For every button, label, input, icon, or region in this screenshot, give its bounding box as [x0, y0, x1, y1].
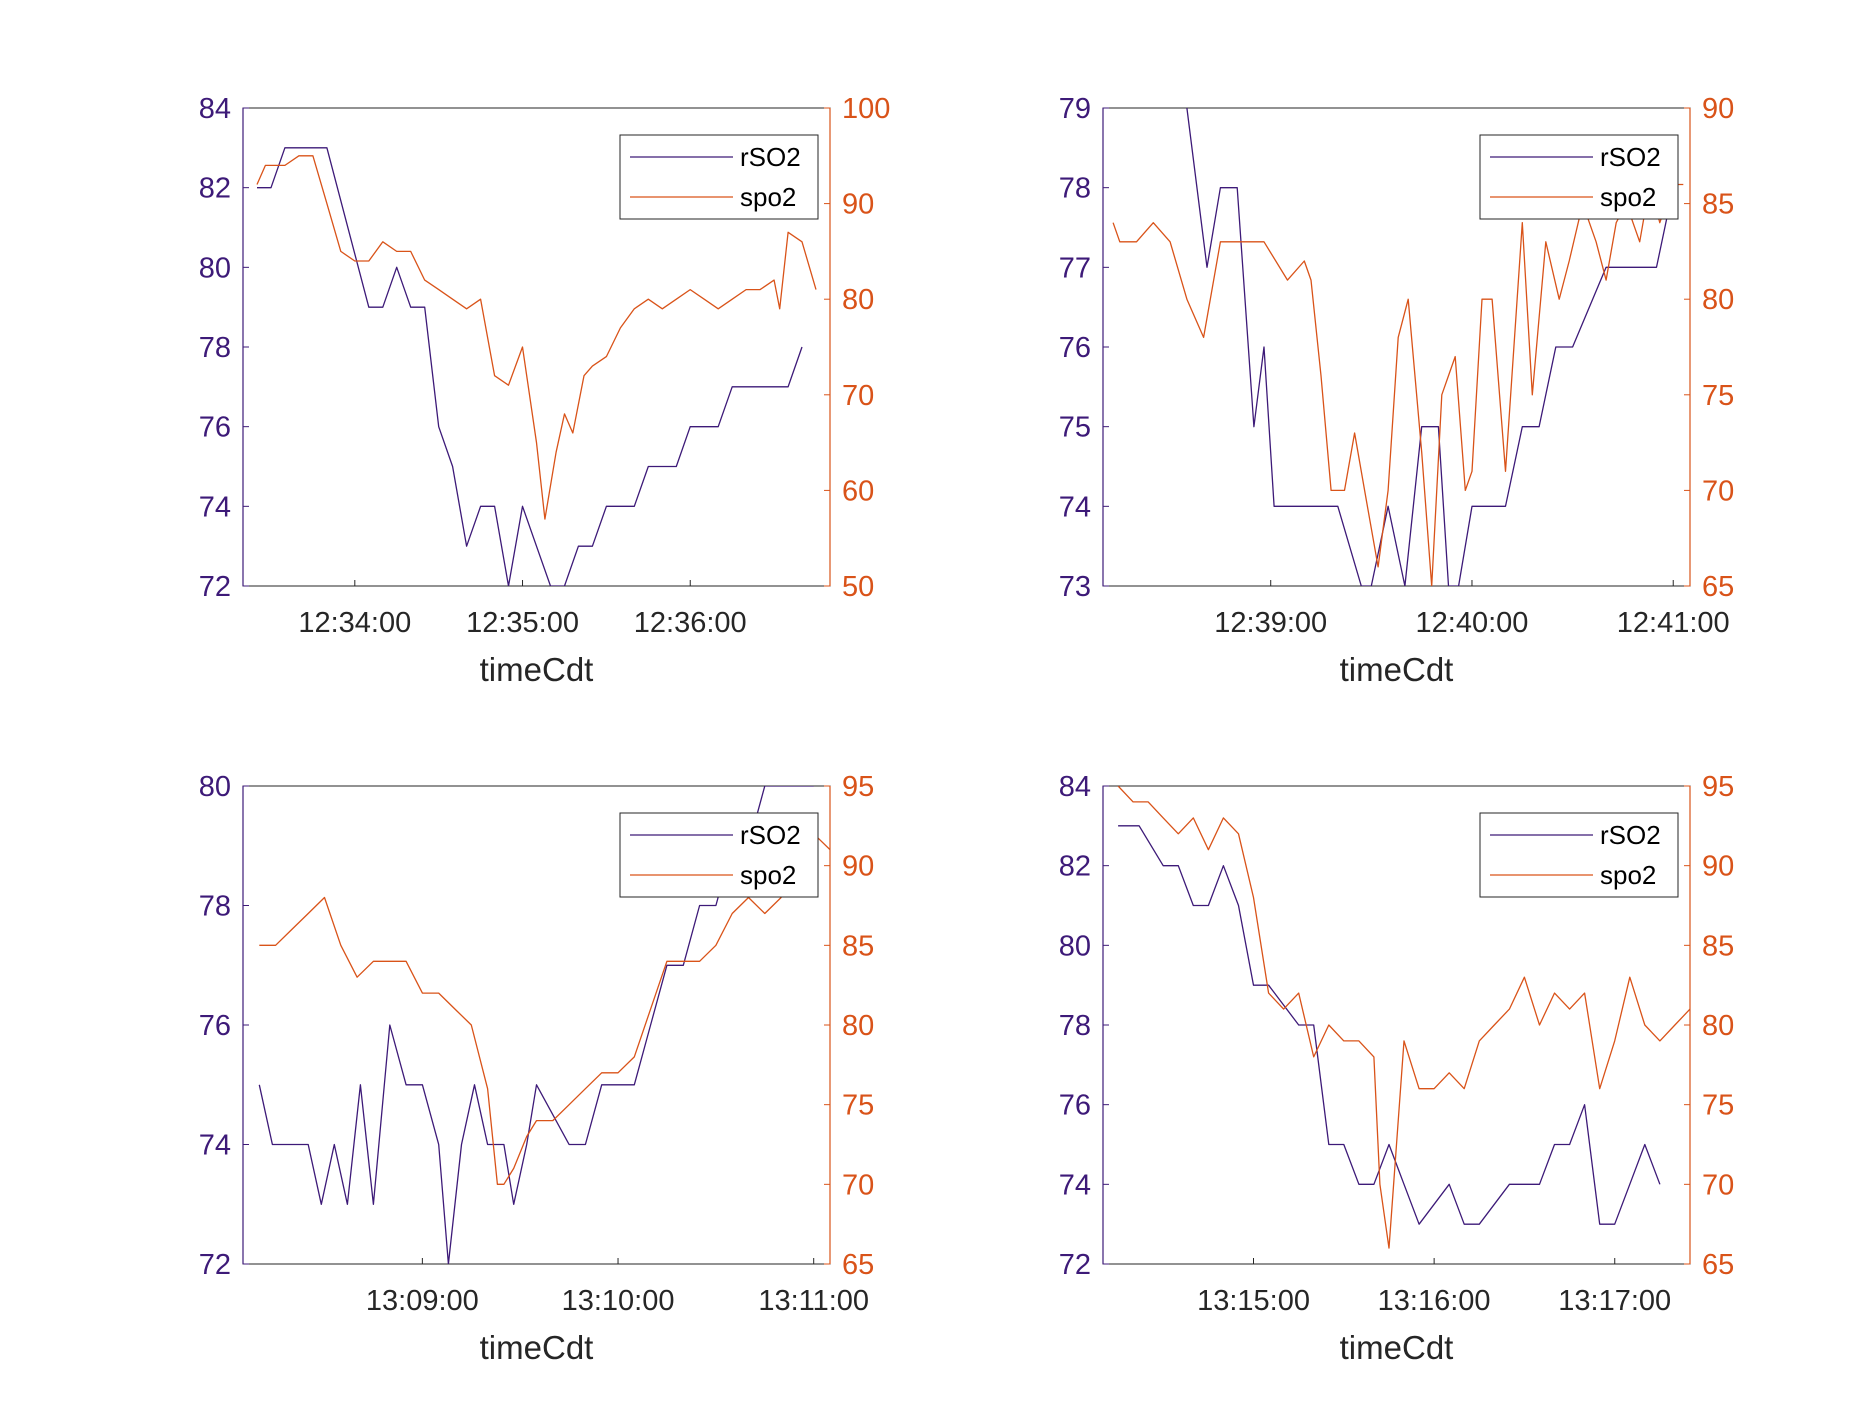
- subplot-3: 72 74 76 78 80 65 70 75 80 85 90 95 13:09:00 13:10:00…: [199, 771, 875, 1366]
- right-tick-label: 90: [1702, 93, 1734, 125]
- left-tick-label: 78: [199, 891, 231, 923]
- right-tick-label: 80: [842, 284, 874, 316]
- x-tick-label: 12:34:00: [298, 607, 411, 639]
- right-tick-label: 85: [1702, 189, 1734, 221]
- left-tick-label: 82: [1059, 851, 1091, 883]
- legend-label-spo2: spo2: [1600, 860, 1656, 890]
- x-tick-label: 13:11:00: [758, 1285, 869, 1317]
- x-tick-label: 12:41:00: [1617, 607, 1730, 639]
- left-tick-label: 76: [199, 1010, 231, 1042]
- x-axis-label: timeCdt: [480, 1329, 594, 1366]
- right-tick-label: 60: [842, 475, 874, 507]
- left-tick-label: 72: [199, 571, 231, 603]
- right-tick-label: 85: [1702, 930, 1734, 962]
- right-tick-label: 90: [1702, 851, 1734, 883]
- x-axis-label: timeCdt: [1340, 1329, 1454, 1366]
- series-line-spo2: [256, 155, 817, 520]
- legend-label-rso2: rSO2: [740, 142, 801, 172]
- legend: rSO2 spo2: [1479, 812, 1679, 898]
- right-tick-label: 100: [842, 93, 890, 125]
- left-tick-label: 72: [1059, 1249, 1091, 1281]
- legend: rSO2 spo2: [1479, 134, 1679, 220]
- legend-label-spo2: spo2: [740, 182, 796, 212]
- legend-label-spo2: spo2: [740, 860, 796, 890]
- legend-label-spo2: spo2: [1600, 182, 1656, 212]
- legend: rSO2 spo2: [619, 134, 819, 220]
- x-tick-label: 12:40:00: [1416, 607, 1529, 639]
- right-tick-label: 80: [842, 1010, 874, 1042]
- subplot-4: 72 74 76 78 80 82 84 65 70 75 80 85 90 95 13:15:00 13:1…: [1059, 771, 1735, 1366]
- left-tick-label: 76: [199, 412, 231, 444]
- legend-label-rso2: rSO2: [740, 820, 801, 850]
- left-tick-label: 72: [199, 1249, 231, 1281]
- right-tick-label: 65: [842, 1249, 874, 1281]
- left-tick-label: 74: [1059, 1169, 1091, 1201]
- left-tick-label: 73: [1059, 571, 1091, 603]
- right-tick-label: 80: [1702, 284, 1734, 316]
- x-tick-label: 12:35:00: [466, 607, 579, 639]
- series-line-spo2: [1112, 183, 1684, 586]
- right-tick-label: 65: [1702, 1249, 1734, 1281]
- right-tick-label: 70: [842, 380, 874, 412]
- left-tick-label: 80: [1059, 930, 1091, 962]
- series-line-spo2: [259, 833, 830, 1185]
- left-tick-label: 82: [199, 173, 231, 205]
- right-tick-label: 70: [1702, 1169, 1734, 1201]
- legend: rSO2 spo2: [619, 812, 819, 898]
- x-axis-label: timeCdt: [480, 651, 594, 688]
- right-tick-label: 65: [1702, 571, 1734, 603]
- series-line-rso2: [1186, 108, 1674, 586]
- x-tick-label: 13:09:00: [366, 1285, 479, 1317]
- x-tick-label: 13:10:00: [562, 1285, 675, 1317]
- left-tick-label: 78: [1059, 1010, 1091, 1042]
- legend-label-rso2: rSO2: [1600, 820, 1661, 850]
- legend-box: [619, 812, 819, 898]
- subplot-1: 72 74 76 78 80 82 84 50 60 70 80 90 100 12:34:00 12:35…: [199, 93, 891, 688]
- series-line-rso2: [257, 147, 803, 586]
- right-tick-label: 70: [842, 1169, 874, 1201]
- legend-box: [1479, 134, 1679, 220]
- left-tick-label: 76: [1059, 332, 1091, 364]
- subplot-2: 73 74 75 76 77 78 79 65 70 75 80 85 90 12:39:00 12:40:…: [1059, 93, 1735, 688]
- left-tick-label: 76: [1059, 1090, 1091, 1122]
- x-tick-label: 13:17:00: [1558, 1285, 1671, 1317]
- left-tick-label: 74: [199, 1130, 231, 1162]
- right-tick-label: 85: [842, 930, 874, 962]
- x-axis-label: timeCdt: [1340, 651, 1454, 688]
- right-tick-label: 75: [842, 1090, 874, 1122]
- right-tick-label: 95: [842, 771, 874, 803]
- right-tick-label: 80: [1702, 1010, 1734, 1042]
- left-tick-label: 84: [1059, 771, 1091, 803]
- right-tick-label: 75: [1702, 380, 1734, 412]
- right-tick-label: 90: [842, 189, 874, 221]
- right-tick-label: 50: [842, 571, 874, 603]
- legend-box: [1479, 812, 1679, 898]
- legend-label-rso2: rSO2: [1600, 142, 1661, 172]
- left-tick-label: 80: [199, 252, 231, 284]
- right-tick-label: 90: [842, 851, 874, 883]
- left-tick-label: 84: [199, 93, 231, 125]
- series-line-spo2: [1117, 786, 1690, 1249]
- series-line-rso2: [1118, 825, 1661, 1225]
- left-tick-label: 80: [199, 771, 231, 803]
- right-tick-label: 95: [1702, 771, 1734, 803]
- legend-box: [619, 134, 819, 220]
- right-tick-label: 75: [1702, 1090, 1734, 1122]
- left-tick-label: 78: [199, 332, 231, 364]
- x-tick-label: 13:16:00: [1378, 1285, 1491, 1317]
- x-tick-label: 12:36:00: [634, 607, 747, 639]
- left-tick-label: 75: [1059, 412, 1091, 444]
- left-tick-label: 74: [1059, 491, 1091, 523]
- left-tick-label: 74: [199, 491, 231, 523]
- left-tick-label: 77: [1059, 252, 1091, 284]
- left-tick-label: 79: [1059, 93, 1091, 125]
- x-tick-label: 12:39:00: [1214, 607, 1327, 639]
- left-tick-label: 78: [1059, 173, 1091, 205]
- right-tick-label: 70: [1702, 475, 1734, 507]
- x-tick-label: 13:15:00: [1197, 1285, 1310, 1317]
